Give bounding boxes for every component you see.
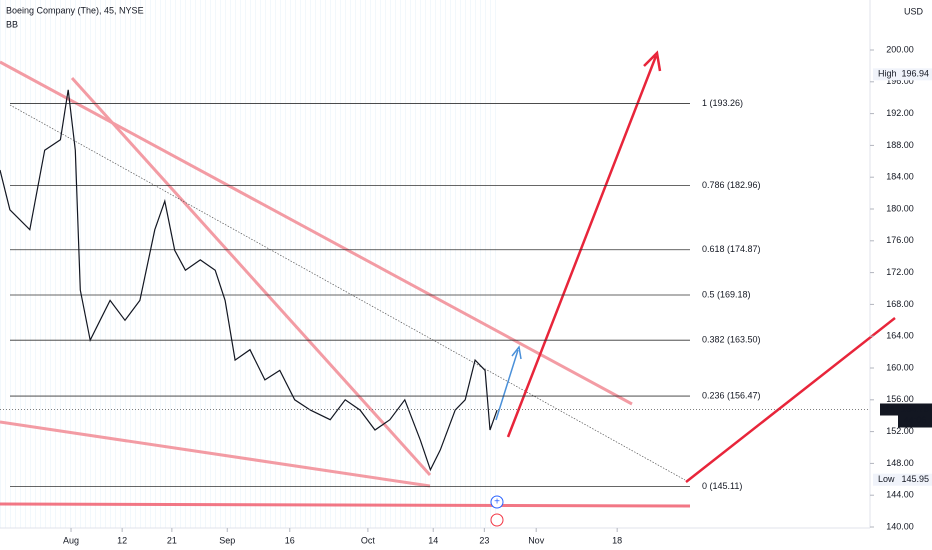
y-tick-label: 200.00 [886, 44, 914, 54]
symbol-label: BA [883, 404, 895, 414]
x-tick-label: Sep [219, 535, 235, 545]
y-tick-label: 196.00 [886, 76, 914, 86]
x-tick-label: 18 [612, 535, 622, 545]
y-tick-label: 152.00 [886, 426, 914, 436]
last-price-label: 154.78 [901, 404, 929, 414]
x-tick-label: Nov [528, 535, 545, 545]
x-tick-label: 21 [167, 535, 177, 545]
fib-label: 0.5 (169.18) [702, 289, 751, 299]
dividend-icon[interactable] [490, 513, 504, 527]
fib-label: 0.618 (174.87) [702, 244, 761, 254]
indicator-label: BB [6, 19, 18, 29]
low-caption: Low [878, 474, 895, 484]
y-tick-label: 144.00 [886, 490, 914, 500]
countdown-label: 44:06 [904, 415, 927, 425]
symbol-badge [880, 403, 898, 416]
fib-label: 0 (145.11) [702, 481, 742, 491]
y-tick-label: 188.00 [886, 140, 914, 150]
low-value: 145.95 [901, 474, 929, 484]
x-tick-label: 23 [479, 535, 489, 545]
fib-label: 0.382 (163.50) [702, 335, 761, 345]
price-line [0, 89, 498, 472]
y-tick-label: 160.00 [886, 362, 914, 372]
diagonal-guide [9, 104, 686, 481]
event-icon-glyph[interactable]: + [494, 497, 500, 508]
x-tick-label: 16 [285, 535, 295, 545]
high-badge [873, 68, 932, 81]
trend-lines [0, 60, 691, 508]
chart-title: Boeing Company (The), 45, NYSE [6, 5, 144, 15]
x-tick-label: 14 [428, 535, 438, 545]
y-tick-label: 176.00 [886, 235, 914, 245]
x-tick-label: Oct [361, 535, 376, 545]
y-tick-label: 156.00 [886, 394, 914, 404]
low-badge [873, 473, 932, 486]
session-background [0, 0, 500, 528]
y-tick-label: 148.00 [886, 458, 914, 468]
last-price-badge [898, 403, 932, 428]
fib-label: 0.786 (182.96) [702, 180, 761, 190]
x-tick-label: 12 [117, 535, 127, 545]
projection-arrow [495, 345, 522, 421]
arrows [506, 50, 896, 483]
y-tick-label: 184.00 [886, 172, 914, 182]
y-tick-label: 164.00 [886, 331, 914, 341]
currency: USD [904, 6, 924, 16]
high-caption: High [878, 69, 897, 79]
event-icon[interactable] [490, 495, 504, 509]
y-tick-label: 180.00 [886, 203, 914, 213]
y-tick-label: 168.00 [886, 299, 914, 309]
x-tick-label: Aug [63, 535, 79, 545]
y-tick-label: 192.00 [886, 108, 914, 118]
fib-label: 1 (193.26) [702, 98, 743, 108]
high-value: 196.94 [901, 69, 929, 79]
y-tick-label: 140.00 [886, 521, 914, 531]
y-tick-label: 172.00 [886, 267, 914, 277]
fib-label: 0.236 (156.47) [702, 390, 761, 400]
